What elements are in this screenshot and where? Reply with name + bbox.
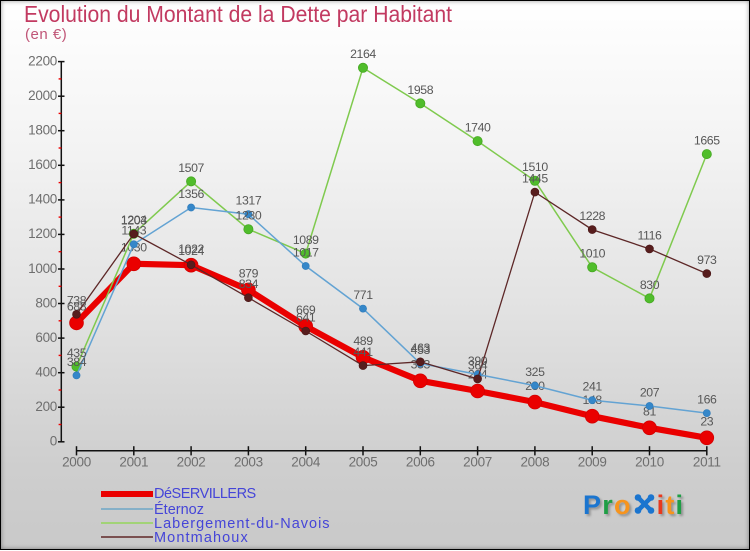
svg-text:200: 200 — [35, 399, 57, 414]
svg-text:2002: 2002 — [177, 455, 206, 470]
svg-text:384: 384 — [67, 355, 87, 369]
svg-text:1200: 1200 — [28, 226, 57, 241]
svg-text:1024: 1024 — [178, 244, 204, 258]
svg-text:325: 325 — [525, 365, 545, 379]
svg-text:834: 834 — [239, 277, 259, 291]
svg-text:207: 207 — [640, 385, 660, 399]
svg-text:435: 435 — [67, 346, 87, 360]
svg-text:23: 23 — [700, 415, 713, 429]
svg-text:2006: 2006 — [406, 455, 435, 470]
svg-text:688: 688 — [67, 300, 87, 314]
svg-text:830: 830 — [640, 278, 660, 292]
svg-text:1400: 1400 — [28, 192, 57, 207]
svg-text:489: 489 — [353, 334, 373, 348]
svg-text:453: 453 — [411, 343, 431, 357]
svg-text:1230: 1230 — [236, 209, 262, 223]
svg-text:1022: 1022 — [178, 242, 204, 256]
svg-text:2164: 2164 — [350, 47, 376, 61]
svg-text:400: 400 — [35, 365, 57, 380]
svg-text:1089: 1089 — [293, 233, 319, 247]
svg-text:1228: 1228 — [579, 209, 605, 223]
svg-text:738: 738 — [67, 294, 87, 308]
svg-text:2001: 2001 — [119, 455, 148, 470]
svg-text:241: 241 — [583, 380, 603, 394]
svg-text:166: 166 — [697, 393, 717, 407]
svg-text:1665: 1665 — [694, 134, 720, 148]
svg-text:463: 463 — [411, 341, 431, 355]
svg-text:1317: 1317 — [236, 194, 262, 208]
svg-text:600: 600 — [35, 330, 57, 345]
svg-text:1203: 1203 — [121, 213, 147, 227]
svg-text:800: 800 — [35, 295, 57, 310]
svg-text:2004: 2004 — [291, 455, 321, 470]
svg-text:771: 771 — [353, 288, 373, 302]
svg-text:1000: 1000 — [28, 261, 57, 276]
svg-text:1507: 1507 — [178, 161, 204, 175]
svg-text:2009: 2009 — [578, 455, 607, 470]
svg-text:441: 441 — [353, 345, 373, 359]
svg-text:973: 973 — [697, 253, 717, 267]
svg-text:2200: 2200 — [28, 53, 57, 68]
svg-text:1800: 1800 — [28, 123, 57, 138]
svg-text:2010: 2010 — [635, 455, 664, 470]
svg-text:669: 669 — [296, 303, 316, 317]
svg-text:390: 390 — [468, 354, 488, 368]
svg-text:2000: 2000 — [28, 88, 57, 103]
svg-text:2008: 2008 — [520, 455, 549, 470]
svg-text:1510: 1510 — [522, 160, 548, 174]
svg-text:1356: 1356 — [178, 187, 204, 201]
svg-text:1600: 1600 — [28, 157, 57, 172]
svg-text:2003: 2003 — [234, 455, 263, 470]
svg-text:364: 364 — [468, 358, 488, 372]
svg-text:879: 879 — [239, 267, 259, 281]
svg-text:1204: 1204 — [121, 213, 147, 227]
svg-text:1740: 1740 — [465, 121, 491, 135]
svg-text:1017: 1017 — [293, 245, 319, 259]
svg-text:2011: 2011 — [693, 455, 721, 470]
svg-text:1445: 1445 — [522, 172, 548, 186]
svg-text:1116: 1116 — [638, 228, 662, 242]
svg-text:1958: 1958 — [407, 83, 433, 97]
svg-text:2007: 2007 — [463, 455, 492, 470]
svg-text:641: 641 — [296, 310, 316, 324]
svg-text:1010: 1010 — [579, 247, 605, 261]
svg-text:2000: 2000 — [62, 455, 91, 470]
svg-text:0: 0 — [50, 434, 57, 449]
svg-text:2005: 2005 — [349, 455, 378, 470]
